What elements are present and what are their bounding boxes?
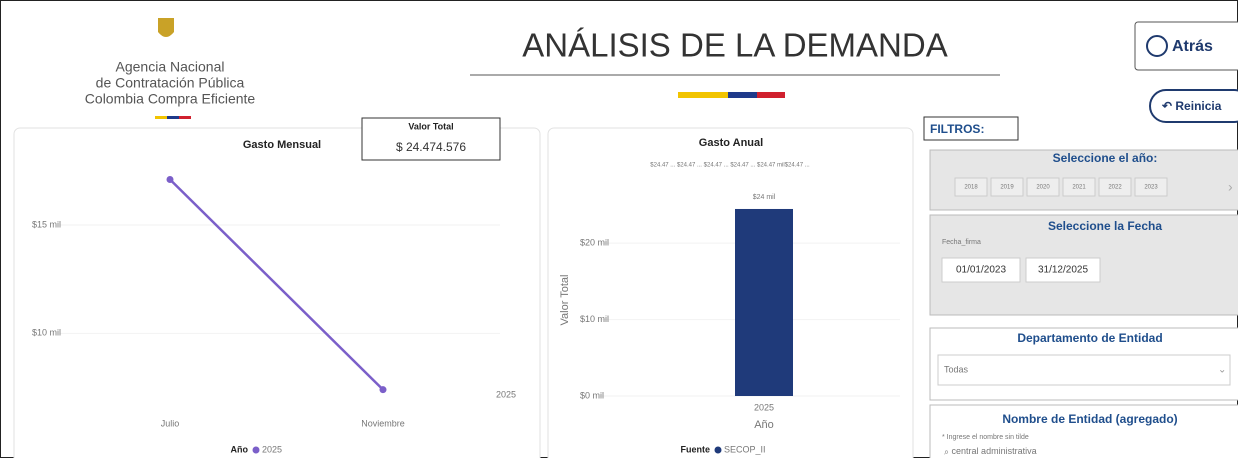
flag: [678, 92, 728, 98]
year-button[interactable]: [1026, 177, 1060, 197]
legend-dot: [714, 446, 722, 454]
legend-label: 2025: [262, 444, 282, 454]
button-label: Reinicia: [1175, 99, 1221, 113]
hint: * Ingrese el nombre sin tilde: [942, 434, 1029, 441]
line: [169, 178, 384, 391]
filter-title: Nombre de Entidad (agregado): [1002, 412, 1177, 426]
agency-line: de Contratación Pública: [96, 75, 245, 91]
annotation: 2025: [496, 389, 516, 399]
year-label: 2020: [1036, 185, 1050, 191]
legend-title: Fuente: [680, 444, 710, 454]
button-frame: [1149, 89, 1238, 123]
bar: [735, 208, 793, 396]
button-frame: [1134, 21, 1238, 71]
search-input[interactable]: ⌕ central administrativa: [944, 446, 1037, 456]
flag: [179, 116, 191, 119]
x-tick-label: 2025: [754, 402, 774, 412]
kpi-value: $ 24.474.576: [396, 140, 466, 154]
annotation: $24.47 ... $24.47 ... $24.47 ... $24.47 …: [650, 163, 810, 169]
logo: [158, 18, 174, 37]
year-button[interactable]: [1098, 177, 1132, 197]
point: [166, 176, 174, 183]
date-value: 31/12/2025: [1038, 265, 1088, 276]
flag: [757, 92, 785, 98]
year-label: 2018: [964, 185, 978, 191]
point: [379, 386, 387, 394]
page-title: ANÁLISIS DE LA DEMANDA: [522, 27, 947, 64]
back-icon: [1146, 35, 1168, 57]
search-value: central administrativa: [952, 446, 1037, 456]
chart-title: Gasto Mensual: [243, 139, 321, 151]
year-button[interactable]: [990, 177, 1024, 197]
y-tick-label: $10 mil: [580, 314, 609, 324]
date-input[interactable]: [1025, 257, 1101, 283]
bar-panel: [547, 127, 914, 458]
legend-dot: [252, 446, 260, 454]
reset-button[interactable]: ↶ Reinicia: [1149, 89, 1238, 123]
x-axis-label: Año: [754, 419, 774, 431]
year-label: 2021: [1072, 185, 1086, 191]
button-label: Atrás: [1172, 38, 1213, 55]
y-tick-label: $10 mil: [32, 328, 61, 338]
data-label: $24 mil: [753, 194, 776, 201]
year-label: 2023: [1144, 185, 1158, 191]
year-button[interactable]: [954, 177, 988, 197]
button-label: ↶ Reinicia: [1161, 99, 1222, 113]
x-tick-label: Noviembre: [361, 418, 405, 428]
date-value: 01/01/2023: [956, 265, 1006, 276]
filter-title: Seleccione la Fecha: [1048, 219, 1162, 233]
date-input[interactable]: [941, 257, 1021, 283]
line-panel: [13, 127, 541, 458]
y-tick-label: $15 mil: [32, 219, 61, 229]
year-label: 2019: [1000, 185, 1014, 191]
dropdown[interactable]: [937, 354, 1231, 386]
dropdown-value: Todas: [944, 364, 969, 374]
y-axis-label: Valor Total: [559, 275, 571, 326]
dropdown-arrow: ⌄: [1218, 365, 1226, 376]
chevron[interactable]: ›: [1228, 179, 1233, 195]
chart-title: Gasto Anual: [699, 137, 763, 149]
back-button[interactable]: Atrás: [1134, 21, 1238, 71]
year-button[interactable]: [1062, 177, 1096, 197]
filters-title: FILTROS:: [930, 122, 984, 136]
flag: [728, 92, 757, 98]
kpi-card: [361, 117, 501, 161]
year-label: 2022: [1108, 185, 1122, 191]
year-button[interactable]: [1134, 177, 1168, 197]
filter-title: Departamento de Entidad: [1017, 331, 1162, 345]
flag: [167, 116, 179, 119]
y-tick-label: $20 mil: [580, 238, 609, 248]
flag: [155, 116, 167, 119]
x-tick-label: Julio: [161, 418, 180, 428]
legend-title: Año: [231, 444, 249, 454]
field-label: Fecha_firma: [942, 239, 981, 246]
agency-line: Agencia Nacional: [116, 59, 225, 75]
entity-panel: [929, 404, 1238, 458]
agency-line: Colombia Compra Eficiente: [85, 91, 256, 107]
legend-label: SECOP_II: [724, 444, 766, 454]
y-tick-label: $0 mil: [580, 390, 604, 400]
filters-tab: [923, 116, 1019, 141]
kpi-label: Valor Total: [408, 121, 453, 131]
filter-title: Seleccione el año:: [1053, 151, 1158, 165]
